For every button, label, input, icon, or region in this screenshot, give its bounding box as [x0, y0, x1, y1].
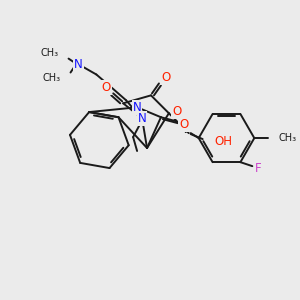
Text: N: N	[74, 58, 83, 71]
Text: N: N	[133, 101, 142, 114]
Text: O: O	[179, 118, 188, 131]
Text: O: O	[161, 71, 170, 84]
Text: CH₃: CH₃	[43, 74, 61, 83]
Text: CH₃: CH₃	[40, 48, 58, 58]
Text: F: F	[255, 162, 262, 175]
Text: CH₃: CH₃	[278, 133, 296, 143]
Text: O: O	[172, 105, 182, 118]
Text: N: N	[138, 112, 146, 125]
Text: O: O	[102, 81, 111, 94]
Text: OH: OH	[214, 135, 232, 148]
